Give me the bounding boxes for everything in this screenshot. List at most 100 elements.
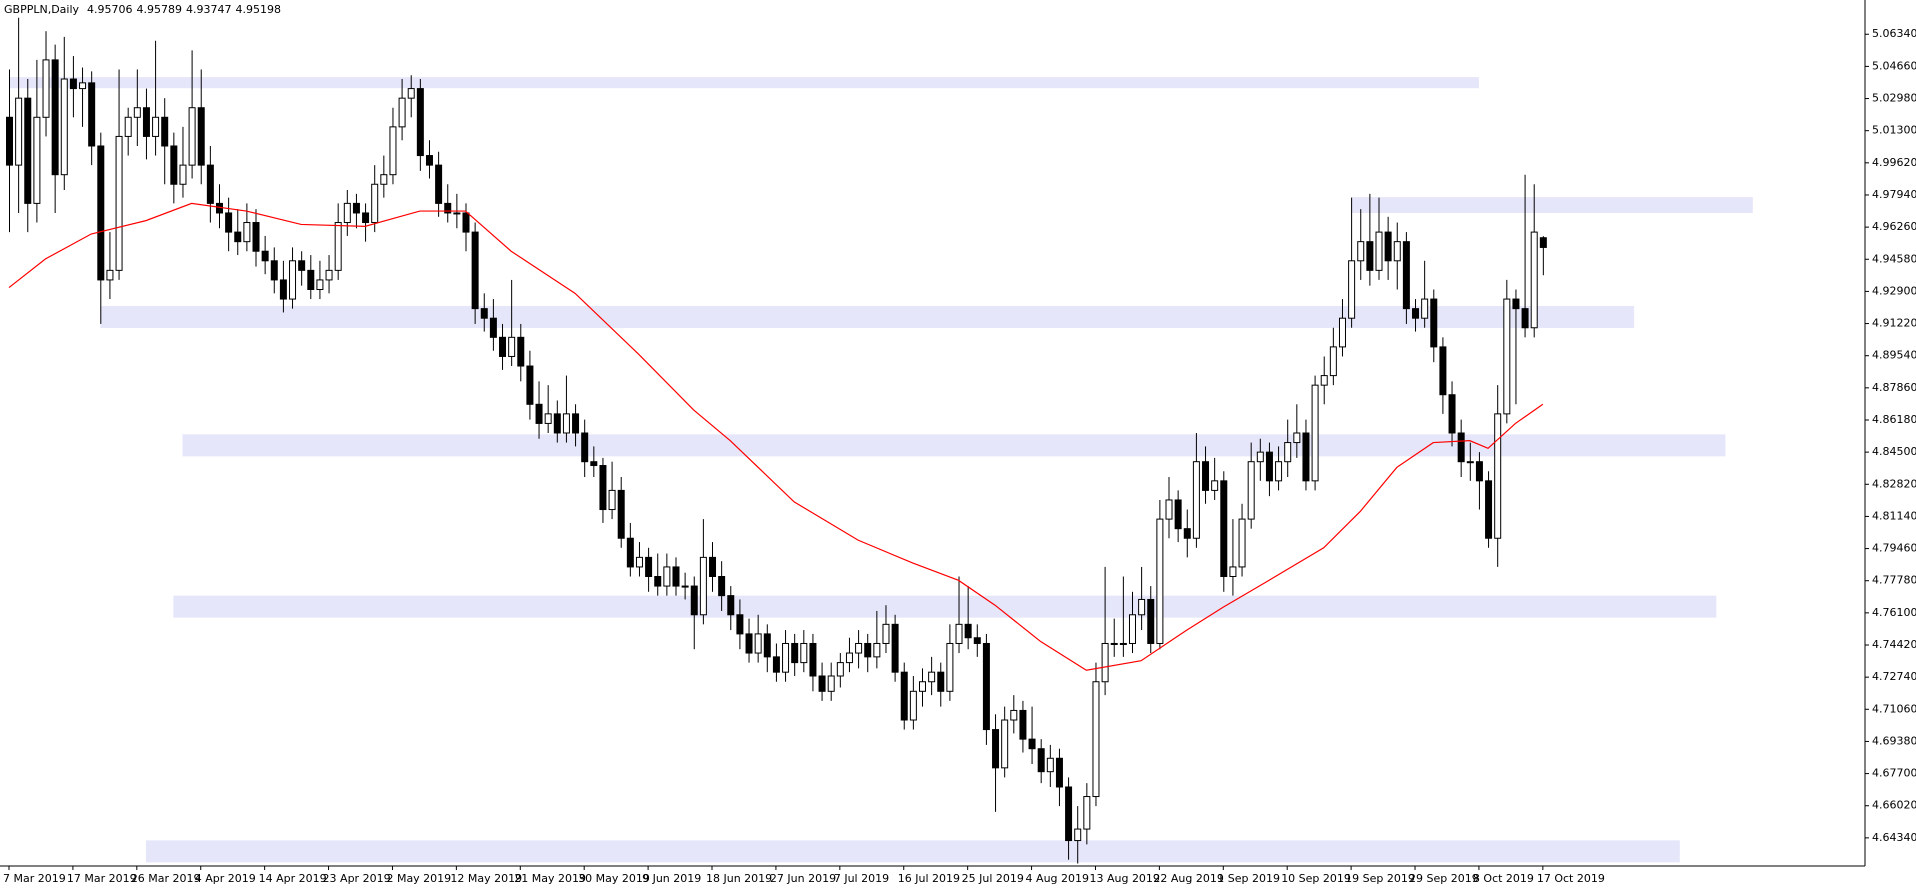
symbol-title: GBPPLN,Daily (4, 3, 80, 16)
candle-body (1338, 317, 1346, 348)
candle-body (1174, 499, 1182, 530)
candle-body (1147, 598, 1155, 644)
candle-body (1128, 614, 1136, 644)
candle-body (152, 116, 160, 137)
y-tick-label: 4.89540 (1872, 349, 1916, 362)
y-tick-label: 5.04660 (1872, 59, 1916, 72)
candle-body (1384, 231, 1392, 262)
x-tick-label: 4 Apr 2019 (195, 872, 256, 885)
x-tick-label: 26 Mar 2019 (131, 872, 201, 885)
candle-body (1119, 642, 1127, 645)
candle-body (1320, 375, 1328, 386)
x-tick-label: 2 May 2019 (386, 872, 451, 885)
candle-body (508, 336, 516, 357)
candle-body (307, 269, 315, 290)
candle-body (1402, 241, 1410, 310)
x-tick-label: 16 Jul 2019 (898, 872, 960, 885)
x-tick-label: 10 Sep 2019 (1281, 872, 1351, 885)
candle-body (1512, 298, 1520, 310)
candle-body (709, 556, 717, 578)
candle-body (672, 566, 680, 587)
candle-body (33, 116, 41, 204)
candle-body (197, 107, 205, 166)
candle-body (289, 260, 297, 300)
zone (182, 434, 1726, 457)
y-tick-label: 4.76100 (1872, 606, 1916, 619)
candle-body (380, 174, 388, 185)
y-tick-label: 4.67700 (1872, 767, 1916, 780)
x-tick-label: 8 Oct 2019 (1473, 872, 1534, 885)
candle-body (1284, 442, 1292, 463)
candle-body (1192, 461, 1200, 539)
candle-body (900, 671, 908, 721)
zone (145, 840, 1680, 863)
candle-body (471, 231, 479, 310)
candle-body (1457, 432, 1465, 463)
candle-body (352, 202, 360, 214)
candle-body (480, 308, 488, 319)
candle-body (69, 78, 77, 90)
candle-body (1421, 298, 1429, 319)
candle-body (1393, 241, 1401, 262)
y-tick-label: 4.66020 (1872, 799, 1916, 812)
candle-body (1028, 738, 1036, 750)
candle-body (133, 107, 141, 118)
close-value: 4.95198 (236, 3, 282, 16)
y-tick-label: 4.74420 (1872, 638, 1916, 651)
candle-body (142, 107, 150, 137)
candle-body (882, 623, 890, 644)
candle-body (1412, 308, 1420, 319)
candle-body (243, 222, 251, 243)
y-tick-label: 4.77780 (1872, 574, 1916, 587)
candle-body (544, 413, 552, 424)
candle-body (252, 222, 260, 252)
candle-body (845, 652, 853, 664)
candle-body (88, 82, 96, 147)
candle-body (1019, 709, 1027, 740)
candle-body (362, 212, 370, 224)
candle-body (1247, 461, 1255, 520)
candle-body (663, 566, 671, 587)
candle-body (79, 82, 87, 90)
candle-body (1220, 480, 1228, 578)
y-tick-label: 4.79460 (1872, 542, 1916, 555)
candle-body (225, 212, 233, 233)
x-tick-label: 22 Aug 2019 (1153, 872, 1223, 885)
candle-body (836, 662, 844, 677)
high-value: 4.95789 (137, 3, 183, 16)
candle-body (124, 116, 132, 137)
candle-body (699, 556, 707, 616)
candle-body (1503, 298, 1511, 415)
y-tick-label: 4.87860 (1872, 381, 1916, 394)
candle-body (1165, 499, 1173, 520)
candle-body (964, 623, 972, 639)
x-tick-label: 9 Jun 2019 (642, 872, 701, 885)
candle-body (1357, 241, 1365, 262)
x-tick-label: 21 May 2019 (514, 872, 586, 885)
candle-body (24, 97, 32, 204)
candle-body (1101, 642, 1109, 683)
y-tick-label: 4.64340 (1872, 831, 1916, 844)
x-tick-label: 1 Sep 2019 (1217, 872, 1280, 885)
candle-body (1302, 432, 1310, 482)
y-tick-label: 4.99620 (1872, 156, 1916, 169)
candle-body (827, 675, 835, 692)
candle-body (873, 642, 881, 658)
candle-body (1156, 518, 1164, 644)
candle-body (791, 642, 799, 664)
candle-body (1265, 451, 1273, 482)
x-tick-label: 23 Apr 2019 (323, 872, 391, 885)
candle-body (581, 432, 589, 463)
candle-body (1539, 237, 1547, 248)
candle-body (206, 164, 214, 204)
candle-body (654, 576, 662, 587)
candle-body (270, 260, 278, 281)
candle-body (343, 202, 351, 224)
candle-body (389, 126, 397, 176)
y-tick-label: 5.01300 (1872, 124, 1916, 137)
candle-body (1183, 528, 1191, 539)
x-tick-label: 17 Mar 2019 (67, 872, 137, 885)
candle-body (1430, 298, 1438, 348)
candle-body (1037, 748, 1045, 773)
candle-body (106, 269, 114, 281)
